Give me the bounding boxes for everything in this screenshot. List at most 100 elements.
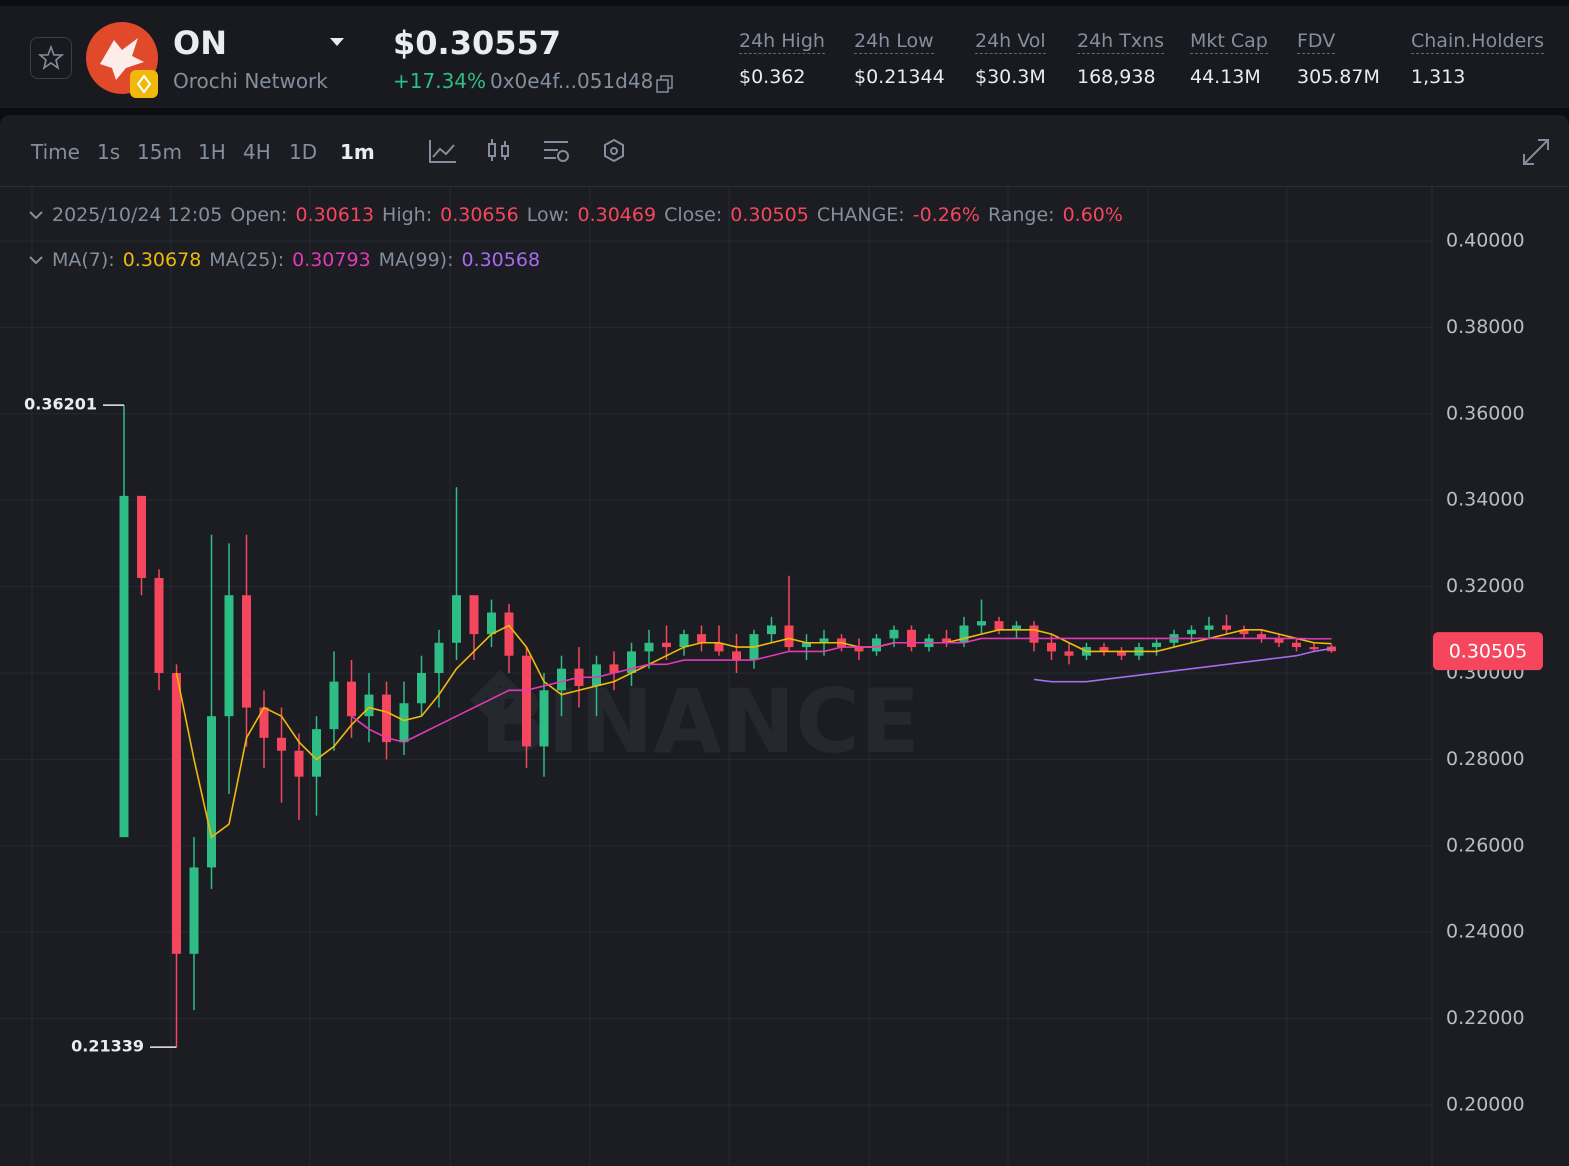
candle-body xyxy=(382,694,391,743)
vertical-grid xyxy=(31,187,1288,1166)
interval-button[interactable]: 4H xyxy=(243,140,271,164)
candle-body xyxy=(189,867,199,954)
candle-body xyxy=(1309,647,1319,650)
candle-body xyxy=(294,750,304,777)
candle-body xyxy=(732,651,741,661)
y-tick-label: 0.36000 xyxy=(1446,402,1525,424)
close-value: 0.30505 xyxy=(730,204,809,226)
collapse-icon[interactable] xyxy=(28,254,44,266)
range-label: Range: xyxy=(987,204,1055,226)
stat-label: FDV xyxy=(1297,30,1336,54)
candle-body xyxy=(1012,625,1021,630)
candle-body xyxy=(1064,651,1074,656)
change-label: CHANGE: xyxy=(816,204,905,226)
toolbar-icons xyxy=(429,138,624,163)
candle-body xyxy=(539,690,549,747)
candle-body xyxy=(1274,638,1284,643)
collapse-icon[interactable] xyxy=(28,209,44,221)
y-tick-label: 0.28000 xyxy=(1446,748,1525,770)
favorite-button[interactable] xyxy=(30,37,72,79)
token-logo xyxy=(86,22,158,98)
candle-body xyxy=(347,681,356,717)
change-value: -0.26% xyxy=(912,204,980,226)
candle-body xyxy=(259,707,269,738)
ma-value: 0.30568 xyxy=(461,249,541,271)
watermark: BINANCE xyxy=(480,670,920,773)
interval-button[interactable]: 1D xyxy=(289,140,318,164)
copy-icon[interactable] xyxy=(656,74,676,94)
candle-body xyxy=(994,621,1004,630)
high-marker-label: 0.36201 xyxy=(24,395,97,414)
candle-body xyxy=(504,612,514,656)
ma-value: 0.30793 xyxy=(292,249,371,271)
y-tick-label: 0.24000 xyxy=(1446,921,1525,943)
ohlc-info: 2025/10/24 12:05 Open: 0.30613 High: 0.3… xyxy=(28,204,1123,226)
candle-body xyxy=(312,729,321,777)
interval-button[interactable]: 1s xyxy=(97,140,121,164)
ma-line xyxy=(351,637,1332,743)
time-label: Time xyxy=(31,140,80,164)
candle-body xyxy=(224,595,234,717)
candle-body xyxy=(1257,634,1266,639)
watermark-logo xyxy=(470,670,530,730)
ma-line xyxy=(175,624,1332,839)
candle-body xyxy=(644,642,654,652)
settings-icon[interactable] xyxy=(604,138,624,163)
candle-body xyxy=(417,673,426,704)
candle-body xyxy=(137,495,146,578)
candle-body xyxy=(1152,642,1161,648)
stat-label: 24h Low xyxy=(854,30,934,54)
candle-time: 2025/10/24 12:05 xyxy=(52,204,223,226)
stat-value: $0.21344 xyxy=(854,66,945,88)
candle-icon[interactable] xyxy=(488,139,509,161)
candle-body xyxy=(1117,651,1126,656)
token-name: Orochi Network xyxy=(173,69,328,93)
ma-label: MA(99): xyxy=(378,249,454,271)
candle-body xyxy=(819,638,829,643)
high-value: 0.30656 xyxy=(440,204,519,226)
candle-body xyxy=(767,625,776,635)
candle-body xyxy=(854,647,864,652)
candle-body xyxy=(242,595,251,708)
toolbar-divider xyxy=(0,186,1569,187)
indicator-icon[interactable] xyxy=(544,141,569,162)
candle-body xyxy=(977,621,986,626)
candle-body xyxy=(679,634,689,648)
stat-label: 24h Txns xyxy=(1077,30,1165,54)
line-chart-icon[interactable] xyxy=(429,140,456,163)
interval-button[interactable]: 15m xyxy=(137,140,182,164)
candle-body xyxy=(609,664,619,673)
candle-body xyxy=(872,638,881,652)
interval-selected[interactable]: 1m xyxy=(340,140,375,164)
candle-body xyxy=(697,634,706,643)
fullscreen-button[interactable] xyxy=(1520,136,1552,168)
y-tick-label: 0.26000 xyxy=(1446,834,1525,856)
candle-body xyxy=(942,638,951,643)
candle-body xyxy=(277,737,286,751)
candle-body xyxy=(889,629,899,639)
ma-line xyxy=(1033,647,1332,683)
stat-label: Mkt Cap xyxy=(1190,30,1268,54)
candle-body xyxy=(364,694,374,717)
high-label: High: xyxy=(382,204,433,226)
interval-button[interactable]: 1H xyxy=(198,140,226,164)
candle-body xyxy=(154,577,164,673)
y-tick-label: 0.34000 xyxy=(1446,489,1525,511)
candle-body xyxy=(522,655,531,747)
candle-body xyxy=(784,625,794,648)
candle-body xyxy=(557,668,566,691)
y-tick-label: 0.40000 xyxy=(1446,230,1525,252)
candle-body xyxy=(662,642,671,648)
open-label: Open: xyxy=(230,204,288,226)
candle-body xyxy=(627,651,636,673)
stat-label: 24h High xyxy=(739,30,825,54)
token-dropdown[interactable] xyxy=(328,36,346,48)
candle-body xyxy=(1099,647,1109,652)
candle-body xyxy=(1204,625,1214,630)
candle-body xyxy=(592,664,601,686)
ma-label: MA(25): xyxy=(209,249,285,271)
open-value: 0.30613 xyxy=(295,204,375,226)
